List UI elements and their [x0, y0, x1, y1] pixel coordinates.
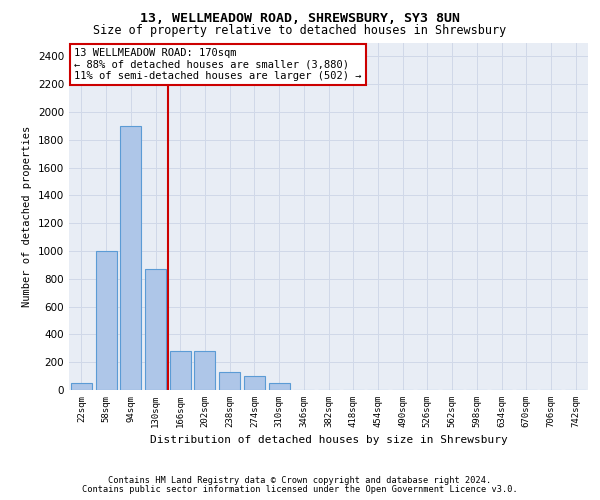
X-axis label: Distribution of detached houses by size in Shrewsbury: Distribution of detached houses by size … [149, 436, 508, 446]
Bar [269, 383, 290, 390]
Y-axis label: Number of detached properties: Number of detached properties [22, 126, 32, 307]
Text: Size of property relative to detached houses in Shrewsbury: Size of property relative to detached ho… [94, 24, 506, 37]
Bar [145, 269, 166, 390]
Text: Contains HM Land Registry data © Crown copyright and database right 2024.: Contains HM Land Registry data © Crown c… [109, 476, 491, 485]
Bar [219, 372, 240, 390]
Text: 13, WELLMEADOW ROAD, SHREWSBURY, SY3 8UN: 13, WELLMEADOW ROAD, SHREWSBURY, SY3 8UN [140, 12, 460, 26]
Text: Contains public sector information licensed under the Open Government Licence v3: Contains public sector information licen… [82, 485, 518, 494]
Text: 13 WELLMEADOW ROAD: 170sqm
← 88% of detached houses are smaller (3,880)
11% of s: 13 WELLMEADOW ROAD: 170sqm ← 88% of deta… [74, 48, 362, 81]
Bar [95, 251, 116, 390]
Bar [194, 351, 215, 390]
Bar [244, 376, 265, 390]
Bar [170, 351, 191, 390]
Bar [120, 126, 141, 390]
Bar [71, 383, 92, 390]
